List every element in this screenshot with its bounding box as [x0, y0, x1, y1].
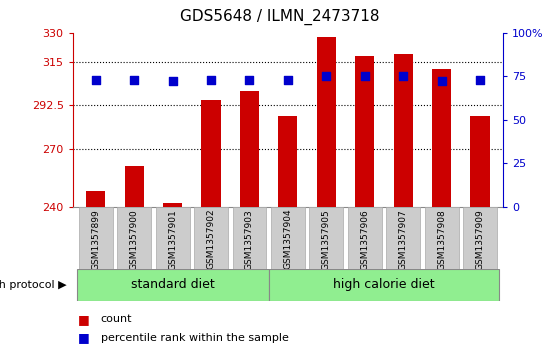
Text: GSM1357899: GSM1357899: [91, 209, 100, 269]
Point: [360, 73, 369, 79]
Text: growth protocol ▶: growth protocol ▶: [0, 280, 67, 290]
Text: count: count: [101, 314, 132, 325]
Text: high calorie diet: high calorie diet: [333, 278, 435, 291]
Text: GSM1357905: GSM1357905: [322, 209, 331, 269]
Text: GSM1357904: GSM1357904: [283, 209, 292, 269]
Point: [245, 77, 254, 83]
Bar: [163, 203, 182, 207]
Bar: [201, 101, 221, 207]
Point: [322, 73, 331, 79]
Text: percentile rank within the sample: percentile rank within the sample: [101, 333, 288, 343]
Text: standard diet: standard diet: [131, 278, 215, 291]
FancyBboxPatch shape: [117, 207, 151, 269]
Text: ■: ■: [78, 313, 90, 326]
Point: [399, 73, 408, 79]
FancyBboxPatch shape: [425, 207, 458, 269]
Bar: [355, 56, 375, 207]
FancyBboxPatch shape: [463, 207, 497, 269]
Bar: [86, 191, 105, 207]
FancyBboxPatch shape: [348, 207, 382, 269]
FancyBboxPatch shape: [271, 207, 305, 269]
Point: [91, 77, 100, 83]
Text: GSM1357901: GSM1357901: [168, 209, 177, 269]
Text: GSM1357909: GSM1357909: [476, 209, 485, 269]
FancyBboxPatch shape: [155, 207, 190, 269]
Text: GSM1357902: GSM1357902: [206, 209, 216, 269]
Bar: [317, 37, 336, 207]
Text: GSM1357907: GSM1357907: [399, 209, 408, 269]
Point: [283, 77, 292, 83]
FancyBboxPatch shape: [310, 207, 343, 269]
FancyBboxPatch shape: [269, 269, 499, 301]
FancyBboxPatch shape: [77, 269, 269, 301]
Bar: [125, 166, 144, 207]
Bar: [240, 91, 259, 207]
FancyBboxPatch shape: [386, 207, 420, 269]
Point: [437, 78, 446, 84]
Point: [168, 78, 177, 84]
Point: [476, 77, 485, 83]
Text: GSM1357900: GSM1357900: [130, 209, 139, 269]
Point: [206, 77, 215, 83]
Text: GSM1357903: GSM1357903: [245, 209, 254, 269]
Text: GSM1357906: GSM1357906: [360, 209, 369, 269]
Bar: [278, 116, 297, 207]
FancyBboxPatch shape: [79, 207, 113, 269]
Text: ■: ■: [78, 331, 90, 344]
FancyBboxPatch shape: [194, 207, 228, 269]
Bar: [432, 69, 451, 207]
Bar: [394, 54, 413, 207]
FancyBboxPatch shape: [233, 207, 266, 269]
Point: [130, 77, 139, 83]
Text: GDS5648 / ILMN_2473718: GDS5648 / ILMN_2473718: [180, 9, 379, 25]
Text: GSM1357908: GSM1357908: [437, 209, 446, 269]
Bar: [471, 116, 490, 207]
